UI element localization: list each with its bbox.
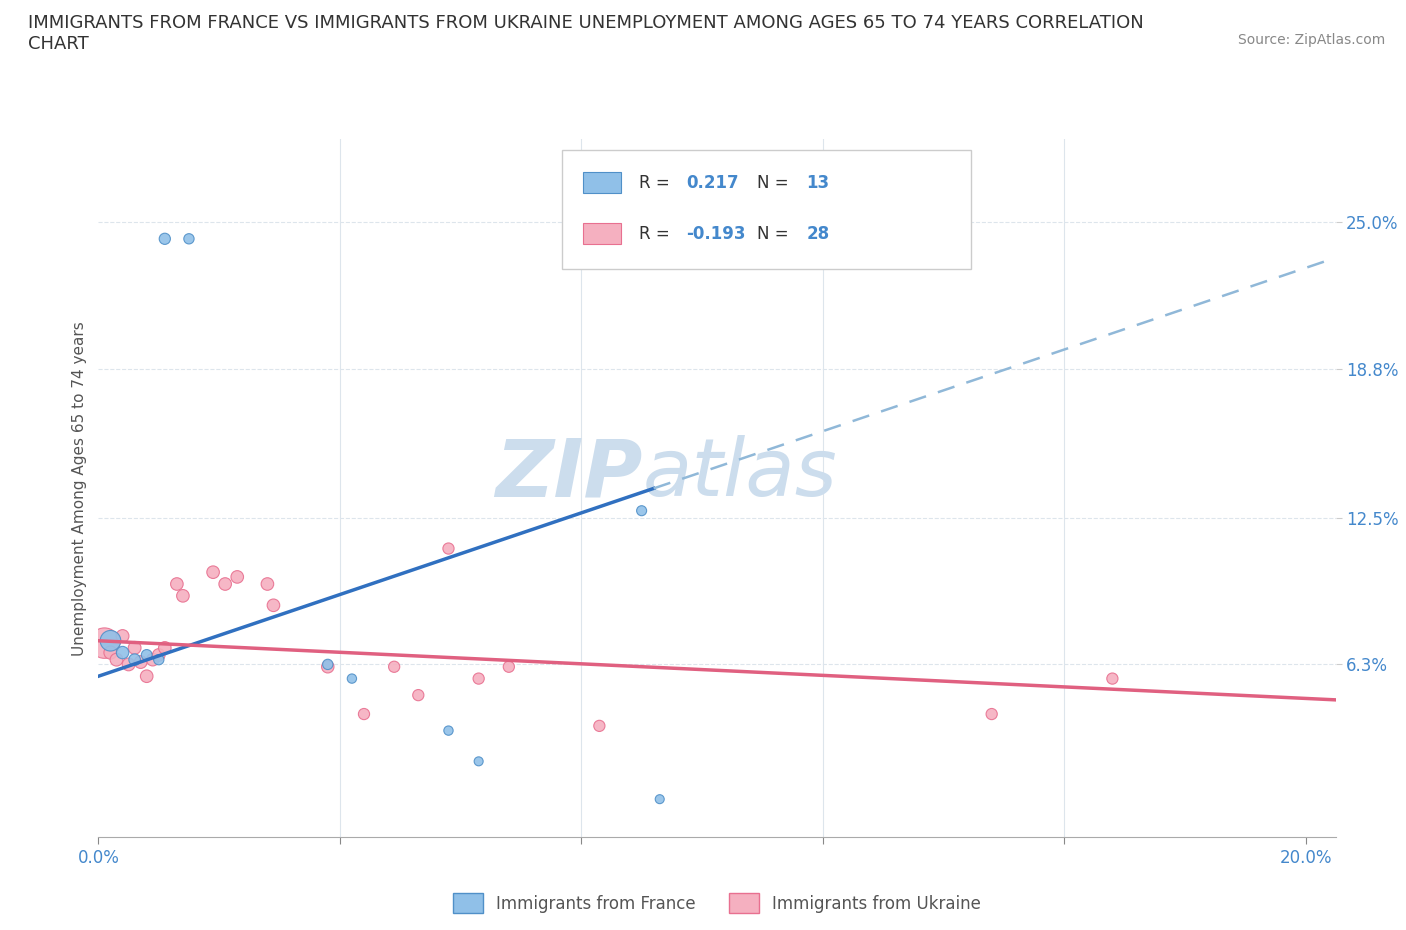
FancyBboxPatch shape — [583, 172, 620, 193]
Point — [111, 645, 134, 660]
Point — [124, 641, 146, 656]
Point — [172, 589, 194, 604]
Y-axis label: Unemployment Among Ages 65 to 74 years: Unemployment Among Ages 65 to 74 years — [72, 321, 87, 656]
Point — [408, 687, 430, 702]
Point — [467, 671, 489, 686]
Point — [105, 652, 128, 667]
Point — [353, 707, 375, 722]
Point — [135, 669, 157, 684]
Point — [100, 645, 122, 660]
Text: 28: 28 — [806, 225, 830, 243]
Point — [630, 503, 652, 518]
Point — [316, 657, 339, 671]
Point — [142, 652, 165, 667]
Point — [498, 659, 520, 674]
Point — [588, 719, 610, 734]
Point — [124, 652, 146, 667]
Point — [93, 636, 115, 651]
Point — [117, 657, 139, 671]
Text: -0.193: -0.193 — [686, 225, 745, 243]
Text: R =: R = — [640, 174, 675, 192]
Point — [202, 565, 225, 579]
Point — [437, 541, 460, 556]
Point — [214, 577, 236, 591]
Text: IMMIGRANTS FROM FRANCE VS IMMIGRANTS FROM UKRAINE UNEMPLOYMENT AMONG AGES 65 TO : IMMIGRANTS FROM FRANCE VS IMMIGRANTS FRO… — [28, 14, 1144, 32]
Point — [153, 641, 176, 656]
Point — [340, 671, 363, 686]
FancyBboxPatch shape — [562, 150, 970, 269]
FancyBboxPatch shape — [583, 223, 620, 245]
Text: Source: ZipAtlas.com: Source: ZipAtlas.com — [1237, 33, 1385, 46]
Point — [437, 724, 460, 738]
Point — [129, 655, 152, 670]
Point — [148, 652, 170, 667]
Legend: Immigrants from France, Immigrants from Ukraine: Immigrants from France, Immigrants from … — [446, 887, 988, 920]
Point — [980, 707, 1002, 722]
Text: atlas: atlas — [643, 435, 838, 513]
Text: N =: N = — [756, 174, 793, 192]
Text: 0.217: 0.217 — [686, 174, 738, 192]
Point — [226, 569, 249, 584]
Point — [135, 647, 157, 662]
Point — [262, 598, 284, 613]
Point — [153, 232, 176, 246]
Point — [100, 633, 122, 648]
Text: 13: 13 — [806, 174, 830, 192]
Text: R =: R = — [640, 225, 675, 243]
Point — [166, 577, 188, 591]
Text: CHART: CHART — [28, 35, 89, 53]
Point — [177, 232, 200, 246]
Point — [1101, 671, 1123, 686]
Text: ZIP: ZIP — [495, 435, 643, 513]
Text: N =: N = — [756, 225, 793, 243]
Point — [467, 754, 489, 769]
Point — [111, 629, 134, 644]
Point — [648, 791, 671, 806]
Point — [382, 659, 405, 674]
Point — [256, 577, 278, 591]
Point — [316, 659, 339, 674]
Point — [148, 647, 170, 662]
